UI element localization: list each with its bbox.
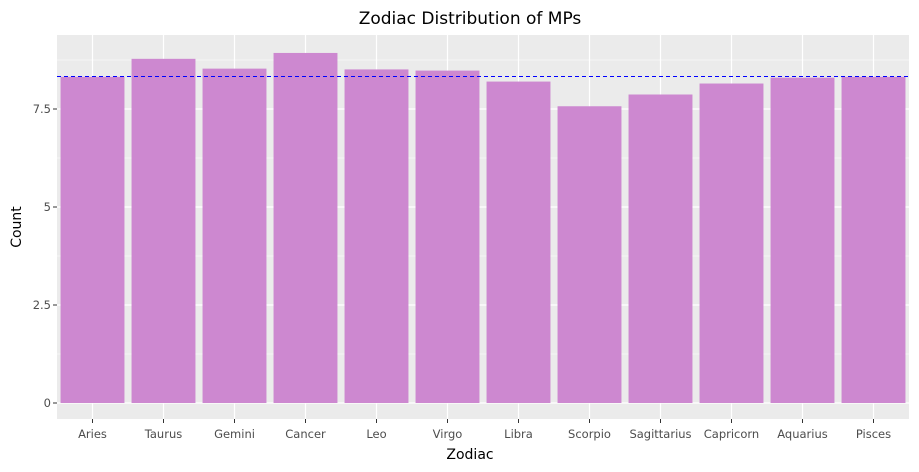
x-tick-label-taurus: Taurus (144, 427, 182, 441)
y-tick-label: 5 (44, 200, 51, 214)
plot-panel (57, 35, 909, 419)
x-tick-label-pisces: Pisces (856, 427, 891, 441)
x-tick-label-leo: Leo (366, 427, 386, 441)
x-tick-label-virgo: Virgo (433, 427, 463, 441)
bar-libra (486, 81, 551, 403)
bar-aquarius (770, 77, 835, 403)
x-tick-label-capricorn: Capricorn (704, 427, 759, 441)
x-tick-label-cancer: Cancer (285, 427, 326, 441)
x-tick-label-sagittarius: Sagittarius (629, 427, 691, 441)
bar-gemini (202, 68, 267, 404)
bar-sagittarius (628, 94, 693, 403)
bar-leo (344, 69, 409, 404)
grid-minor (57, 59, 909, 355)
x-tick-label-gemini: Gemini (214, 427, 255, 441)
bar-cancer (273, 52, 338, 403)
y-tick-label: 0 (44, 396, 51, 410)
y-axis: 0 2.5 5 7.5 (33, 102, 57, 410)
y-tick-label: 2.5 (33, 298, 51, 312)
y-tick-label: 7.5 (33, 102, 51, 116)
bar-pisces (841, 76, 906, 403)
x-tick-label-aquarius: Aquarius (777, 427, 828, 441)
bar-taurus (131, 58, 196, 403)
bar-aries (60, 76, 125, 403)
bars-group (60, 52, 906, 404)
chart-title: Zodiac Distribution of MPs (359, 9, 582, 29)
bar-virgo (415, 70, 480, 404)
bar-capricorn (699, 83, 764, 404)
y-axis-title: Count (9, 206, 25, 248)
x-tick-label-libra: Libra (504, 427, 533, 441)
x-axis: Aries Taurus Gemini Cancer Leo Virgo Libra Scor… (78, 419, 891, 441)
x-tick-label-scorpio: Scorpio (568, 427, 611, 441)
bar-scorpio (557, 106, 622, 404)
x-tick-label-aries: Aries (78, 427, 107, 441)
x-axis-title: Zodiac (446, 447, 493, 463)
